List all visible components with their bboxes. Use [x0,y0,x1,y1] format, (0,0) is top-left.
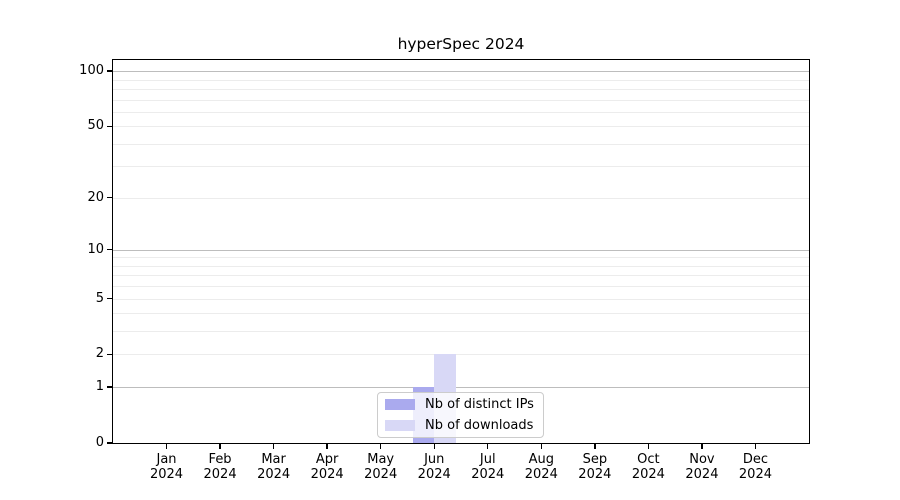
minor-gridline [113,197,809,199]
x-tick-month: Jul [479,452,496,467]
x-tick-year: 2024 [310,467,344,482]
x-tick-month: Nov [689,452,715,467]
major-gridline [113,71,809,73]
legend-label-0: Nb of distinct IPs [425,397,534,412]
legend-swatch-0 [385,399,415,410]
minor-gridline [113,143,809,145]
x-tick-mark [326,444,328,449]
plot-area [113,60,809,443]
x-tick-mark [272,444,275,449]
y-tick-label: 1 [95,379,104,395]
y-tick-mark [107,297,112,300]
legend-swatch-1 [385,420,415,431]
x-tick-label-oct: Oct 2024 [616,452,680,482]
x-tick-label-aug: Aug 2024 [509,452,573,482]
x-tick-label-feb: Feb 2024 [188,452,252,482]
minor-gridline [113,265,809,267]
x-tick-year: 2024 [149,467,184,482]
y-tick-mark [107,197,112,199]
legend-label-1: Nb of downloads [425,418,534,433]
y-tick-mark [107,125,112,127]
minor-gridline [113,257,809,259]
x-tick-label-may: May 2024 [349,452,413,482]
minor-gridline [113,298,809,300]
y-tick-label: 20 [87,189,104,205]
x-tick-month: Dec [742,452,769,467]
legend-entry-1: Nb of downloads [385,417,543,435]
x-tick-month: Sep [582,452,608,467]
x-tick-mark [165,444,168,449]
x-tick-year: 2024 [738,467,772,482]
minor-gridline [113,354,809,356]
y-tick-mark [107,70,112,72]
y-tick-mark [107,353,112,356]
x-tick-month: Mar [261,452,286,467]
x-tick-mark [594,444,596,449]
y-tick-label: 2 [95,346,104,362]
x-tick-mark [701,444,703,449]
x-tick-month: Jun [424,452,445,467]
x-tick-year: 2024 [257,467,291,482]
minor-gridline [113,286,809,288]
minor-gridline [113,111,809,113]
x-tick-month: May [367,452,395,467]
y-tick-mark [107,386,112,388]
x-tick-mark [379,444,382,449]
x-tick-year: 2024 [685,467,719,482]
x-tick-label-jun: Jun 2024 [402,452,466,482]
major-gridline [113,249,809,251]
x-tick-year: 2024 [631,467,665,482]
x-tick-month: Aug [528,452,554,467]
x-tick-mark [647,444,650,449]
y-tick-mark [107,442,112,444]
x-tick-year: 2024 [417,467,451,482]
minor-gridline [113,126,809,128]
minor-gridline [113,166,809,168]
x-tick-label-nov: Nov 2024 [670,452,734,482]
minor-gridline [113,99,809,101]
x-tick-month: Apr [315,452,339,467]
x-tick-year: 2024 [524,467,558,482]
x-tick-month: Oct [637,452,660,467]
x-tick-label-jan: Jan 2024 [135,452,199,482]
y-tick-label: 100 [79,63,104,79]
minor-gridline [113,79,809,81]
x-tick-year: 2024 [471,467,505,482]
x-tick-year: 2024 [364,467,398,482]
x-tick-label-mar: Mar 2024 [242,452,306,482]
x-tick-label-jul: Jul 2024 [456,452,520,482]
minor-gridline [113,88,809,90]
x-tick-label-sep: Sep 2024 [563,452,627,482]
y-tick-label: 50 [87,118,104,134]
chart-title: hyperSpec 2024 [397,35,525,53]
y-tick-label: 10 [87,241,104,257]
minor-gridline [113,275,809,277]
y-tick-label: 0 [95,435,104,450]
legend-entry-0: Nb of distinct IPs [385,396,543,414]
x-tick-mark [540,444,542,449]
x-tick-month: Feb [208,452,232,467]
x-tick-month: Jan [156,452,177,467]
x-tick-mark [219,444,221,449]
minor-gridline [113,331,809,333]
x-tick-year: 2024 [203,467,237,482]
y-tick-mark [107,249,112,251]
major-gridline [113,387,809,389]
x-tick-label-dec: Dec 2024 [723,452,787,482]
x-tick-year: 2024 [578,467,612,482]
y-tick-label: 5 [95,290,104,306]
legend: Nb of distinct IPs Nb of downloads [377,392,544,438]
x-tick-mark [433,444,435,449]
x-tick-mark [487,444,489,449]
minor-gridline [113,313,809,315]
x-tick-label-apr: Apr 2024 [295,452,359,482]
x-tick-mark [754,444,757,449]
